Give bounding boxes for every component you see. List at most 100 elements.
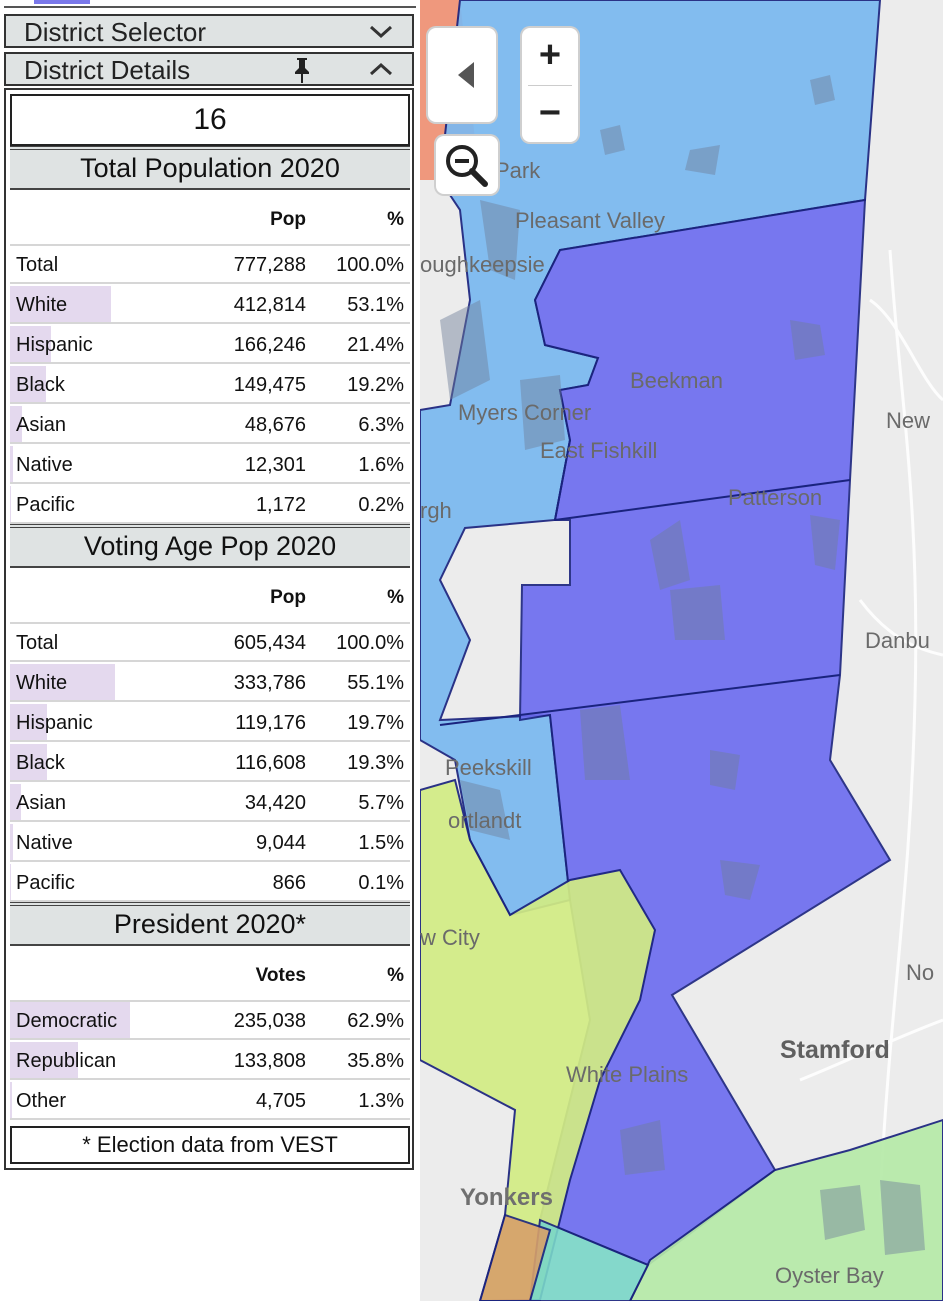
row-percent: 19.2% bbox=[347, 374, 404, 396]
label-rgh: rgh bbox=[420, 498, 452, 523]
percent-column-header: % bbox=[387, 587, 404, 608]
share-bar bbox=[10, 824, 13, 860]
row-label: Black bbox=[16, 752, 65, 774]
stat-row-native: Native 12,301 1.6% bbox=[10, 446, 410, 484]
label-peekskill: Peekskill bbox=[445, 755, 532, 780]
row-percent: 55.1% bbox=[347, 672, 404, 694]
district-map[interactable]: Park Pleasant Valley oughkeepsie Beekman… bbox=[420, 0, 943, 1301]
row-value: 333,786 bbox=[233, 672, 306, 694]
row-percent: 6.3% bbox=[358, 414, 404, 436]
row-label: Hispanic bbox=[16, 334, 93, 356]
column-header-row: Votes% bbox=[10, 946, 410, 1002]
stat-row-black: Black 149,475 19.2% bbox=[10, 366, 410, 404]
share-bar bbox=[10, 1002, 130, 1038]
row-percent: 53.1% bbox=[347, 294, 404, 316]
column-header-row: Pop% bbox=[10, 190, 410, 246]
share-bar bbox=[10, 1082, 13, 1118]
row-value: 133,808 bbox=[233, 1050, 306, 1072]
stat-row-pacific: Pacific 1,172 0.2% bbox=[10, 486, 410, 524]
row-label: Asian bbox=[16, 414, 67, 436]
row-percent: 35.8% bbox=[347, 1050, 404, 1072]
row-value: 9,044 bbox=[255, 832, 306, 854]
row-percent: 1.3% bbox=[358, 1090, 404, 1112]
stat-row-black: Black 116,608 19.3% bbox=[10, 744, 410, 782]
stat-row-other: Other 4,705 1.3% bbox=[10, 1082, 410, 1120]
chevron-down-icon[interactable] bbox=[368, 20, 394, 42]
pin-icon[interactable] bbox=[292, 56, 312, 84]
share-bar bbox=[10, 326, 51, 362]
row-label: Asian bbox=[16, 792, 67, 814]
row-label: Democratic bbox=[16, 1010, 118, 1032]
stat-row-democratic: Democratic 235,038 62.9% bbox=[10, 1002, 410, 1040]
share-bar bbox=[10, 784, 21, 820]
district-details-header[interactable]: District Details bbox=[4, 52, 414, 86]
row-value: 119,176 bbox=[235, 712, 306, 734]
district-orange[interactable] bbox=[478, 1213, 552, 1301]
label-myers-corner: Myers Corner bbox=[458, 400, 591, 425]
label-cortlandt: ortlandt bbox=[448, 808, 521, 833]
district-details-title: District Details bbox=[24, 55, 191, 85]
percent-column-header: % bbox=[387, 209, 404, 230]
triangle-left-icon bbox=[458, 62, 474, 88]
column-header-row: Pop% bbox=[10, 568, 410, 624]
label-new-city: w City bbox=[420, 925, 480, 950]
district-yellow-green[interactable] bbox=[420, 778, 657, 1301]
label-park: Park bbox=[495, 158, 541, 183]
value-column-header: Votes bbox=[255, 965, 306, 986]
stat-row-native: Native 9,044 1.5% bbox=[10, 824, 410, 862]
row-value: 166,246 bbox=[233, 334, 306, 356]
label-new: New bbox=[886, 408, 930, 433]
row-label: Other bbox=[16, 1090, 67, 1112]
row-value: 116,608 bbox=[235, 752, 306, 774]
label-oyster-bay: Oyster Bay bbox=[775, 1263, 884, 1288]
row-value: 235,038 bbox=[233, 1010, 306, 1032]
active-tab-indicator bbox=[34, 0, 90, 4]
label-poughkeepsie: oughkeepsie bbox=[420, 252, 545, 277]
row-percent: 1.5% bbox=[358, 832, 404, 854]
row-value: 605,434 bbox=[233, 632, 306, 654]
label-danbury: Danbu bbox=[865, 628, 930, 653]
collapse-panel-button[interactable] bbox=[428, 28, 496, 122]
stat-row-white: White 412,814 53.1% bbox=[10, 286, 410, 324]
row-value: 777,288 bbox=[233, 254, 306, 276]
row-value: 412,814 bbox=[233, 294, 306, 316]
share-bar bbox=[10, 1042, 79, 1078]
section-title: President 2020* bbox=[10, 902, 410, 946]
zoom-extent-button[interactable] bbox=[436, 136, 498, 194]
label-white-plains: White Plains bbox=[566, 1062, 688, 1087]
stat-row-asian: Asian 48,676 6.3% bbox=[10, 406, 410, 444]
row-percent: 19.3% bbox=[347, 752, 404, 774]
share-bar bbox=[10, 446, 14, 482]
zoom-in-button[interactable]: + bbox=[538, 34, 562, 76]
stat-row-republican: Republican 133,808 35.8% bbox=[10, 1042, 410, 1080]
row-percent: 0.2% bbox=[358, 494, 404, 516]
district-light-green[interactable] bbox=[628, 1118, 943, 1301]
row-label: Pacific bbox=[16, 872, 75, 894]
row-value: 866 bbox=[272, 872, 306, 894]
share-bar bbox=[10, 744, 47, 780]
row-label: White bbox=[16, 294, 68, 316]
zoom-out-button[interactable]: − bbox=[538, 92, 562, 134]
district-panel: District Selector District Details 16 To… bbox=[0, 0, 420, 1301]
district-selector-header[interactable]: District Selector bbox=[4, 14, 414, 48]
chevron-up-icon[interactable] bbox=[368, 58, 394, 80]
section-title: Total Population 2020 bbox=[10, 146, 410, 190]
share-bar bbox=[10, 664, 115, 700]
row-label: Black bbox=[16, 374, 65, 396]
row-label: Native bbox=[16, 454, 73, 476]
map-canvas[interactable]: Park Pleasant Valley oughkeepsie Beekman… bbox=[420, 0, 943, 1301]
row-label: Total bbox=[16, 632, 59, 654]
label-patterson: Patterson bbox=[728, 485, 822, 510]
stat-row-hispanic: Hispanic 119,176 19.7% bbox=[10, 704, 410, 742]
row-label: White bbox=[16, 672, 68, 694]
zoom-controls: + − bbox=[522, 28, 578, 142]
label-east-fishkill: East Fishkill bbox=[540, 438, 657, 463]
magnifier-zoom-out-icon bbox=[446, 145, 488, 187]
row-value: 149,475 bbox=[233, 374, 306, 396]
label-beekman: Beekman bbox=[630, 368, 723, 393]
label-stamford: Stamford bbox=[780, 1036, 890, 1064]
row-percent: 100.0% bbox=[336, 254, 404, 276]
stat-row-total: Total 605,434 100.0% bbox=[10, 624, 410, 662]
share-bar bbox=[10, 286, 111, 322]
percent-column-header: % bbox=[387, 965, 404, 986]
